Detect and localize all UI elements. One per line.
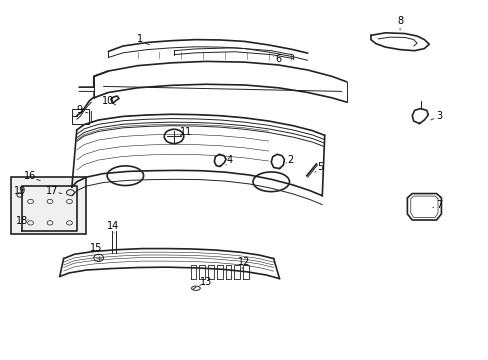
- Text: 11: 11: [180, 127, 192, 137]
- Text: 17: 17: [46, 186, 59, 196]
- Text: 2: 2: [287, 156, 293, 165]
- Text: 9: 9: [76, 105, 82, 115]
- Text: 5: 5: [316, 162, 323, 172]
- Text: 18: 18: [16, 216, 28, 226]
- Text: 19: 19: [14, 186, 26, 196]
- Text: 3: 3: [435, 111, 441, 121]
- Text: 6: 6: [275, 54, 281, 64]
- Text: 13: 13: [199, 277, 211, 287]
- Text: 14: 14: [107, 221, 119, 231]
- Text: 1: 1: [137, 34, 142, 44]
- Text: 15: 15: [90, 243, 102, 253]
- FancyBboxPatch shape: [11, 177, 86, 234]
- Text: 4: 4: [226, 156, 232, 165]
- Text: 8: 8: [396, 16, 402, 26]
- Text: 12: 12: [238, 257, 250, 267]
- Text: 16: 16: [24, 171, 37, 181]
- Text: 7: 7: [435, 200, 441, 210]
- Text: 10: 10: [102, 96, 114, 107]
